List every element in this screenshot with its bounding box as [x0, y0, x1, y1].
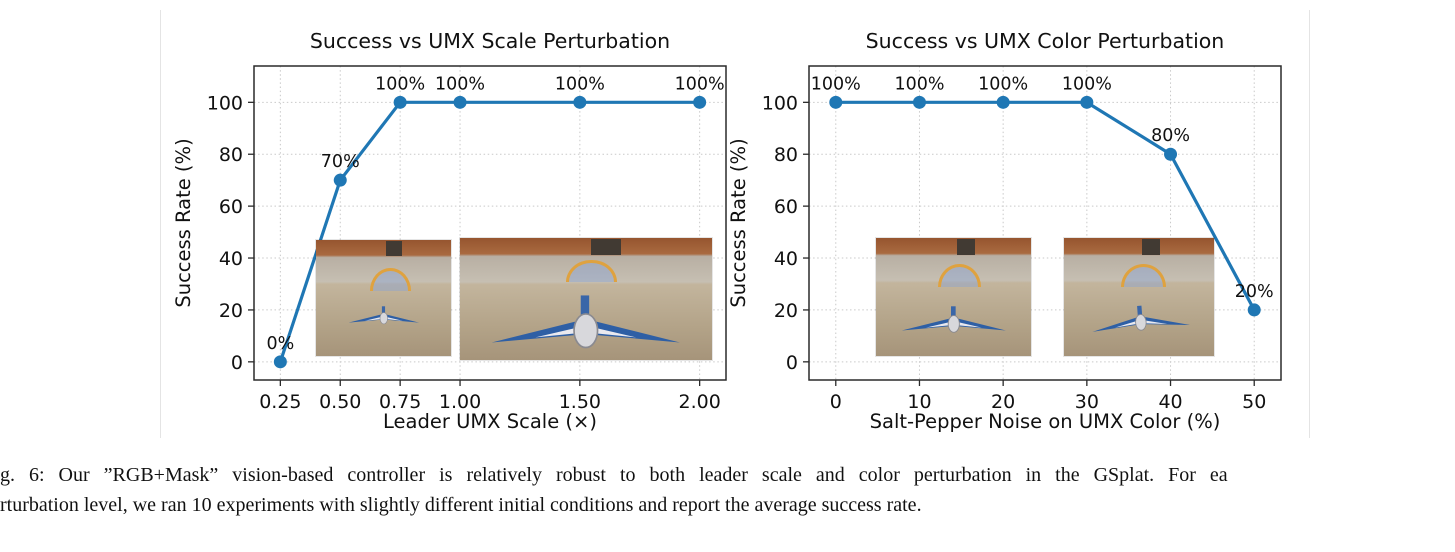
doorway — [386, 241, 403, 257]
data-point-label: 100% — [675, 74, 725, 94]
data-point-label: 80% — [1151, 126, 1190, 146]
inset-photo-color-2 — [1064, 238, 1214, 356]
y-tick-label: 80 — [219, 144, 243, 166]
figure-panel: 0.25 0.50 0.75 1.00 1.50 2.00 0 20 40 60 80 100 0% 70… — [160, 10, 1310, 438]
inset-photo-scale-small — [316, 240, 451, 356]
x-tick-label: 40 — [1158, 391, 1182, 413]
data-point-label: 100% — [811, 74, 861, 94]
drone-plane — [491, 295, 681, 349]
x-tick-label: 0.75 — [379, 391, 421, 413]
chart-title: Success vs UMX Scale Perturbation — [310, 29, 670, 53]
inset-photo-scale-large — [460, 238, 712, 360]
data-line — [835, 100, 1256, 311]
orange-dome-marker — [938, 263, 982, 287]
data-point-label: 100% — [1062, 74, 1112, 94]
x-axis-label: Leader UMX Scale (×) — [383, 410, 597, 433]
x-tick-label: 1.50 — [559, 391, 601, 413]
x-tick-label: 1.00 — [439, 391, 481, 413]
data-line — [278, 100, 700, 363]
y-axis-label: Success Rate (%) — [727, 138, 750, 307]
scale-perturbation-chart: 0.25 0.50 0.75 1.00 1.50 2.00 0 20 40 60 80 100 0% 70… — [166, 18, 738, 438]
data-point-label: 100% — [894, 74, 944, 94]
x-axis-label: Salt-Pepper Noise on UMX Color (%) — [870, 410, 1221, 433]
data-point-label: 20% — [1235, 282, 1274, 302]
data-point-marker — [693, 95, 707, 109]
data-point-marker — [393, 95, 407, 109]
y-tick-label: 40 — [774, 248, 798, 270]
chart-canvas-left: 0.25 0.50 0.75 1.00 1.50 2.00 0 20 40 60 80 100 0% 70… — [172, 29, 727, 433]
data-point-marker — [1080, 95, 1094, 109]
y-tick-label: 0 — [786, 352, 798, 374]
data-point-marker — [829, 95, 843, 109]
figure-caption: g. 6: Our ”RGB+Mask” vision-based contro… — [0, 460, 1455, 520]
data-point-marker — [573, 95, 587, 109]
data-point-label: 100% — [435, 74, 485, 94]
x-tick-label: 10 — [907, 391, 931, 413]
doorway — [956, 239, 976, 255]
chart-title: Success vs UMX Color Perturbation — [866, 29, 1225, 53]
y-tick-label: 20 — [774, 300, 798, 322]
y-tick-label: 100 — [762, 92, 798, 114]
x-tick-label: 2.00 — [678, 391, 720, 413]
data-point-marker — [996, 95, 1010, 109]
y-tick-label: 80 — [774, 144, 798, 166]
drone-plane — [1092, 305, 1191, 332]
data-point-marker — [453, 95, 467, 109]
axes-frame — [253, 65, 727, 381]
figure-caption-line2: rturbation level, we ran 10 experiments … — [0, 494, 922, 516]
orange-dome-marker — [370, 267, 412, 291]
data-point-label: 100% — [978, 74, 1028, 94]
data-point-label: 0% — [266, 334, 294, 354]
drone-plane — [901, 306, 1006, 333]
y-axis-label: Success Rate (%) — [172, 138, 195, 307]
color-perturbation-chart: 0 10 20 30 40 50 0 20 40 60 80 100 100% 100% 100% 100% 8… — [721, 18, 1293, 438]
x-tick-label: 20 — [991, 391, 1015, 413]
y-tick-label: 40 — [219, 248, 243, 270]
x-tick-label: 0.50 — [319, 391, 361, 413]
doorway — [1142, 239, 1160, 255]
inset-photo-color-1 — [876, 238, 1031, 356]
x-tick-label: 30 — [1075, 391, 1099, 413]
y-tick-label: 60 — [219, 196, 243, 218]
doorway — [591, 239, 622, 256]
x-tick-label: 50 — [1242, 391, 1266, 413]
data-point-marker — [273, 355, 287, 369]
data-point-marker — [912, 95, 926, 109]
data-point-marker — [1164, 147, 1178, 161]
orange-dome-marker — [1121, 263, 1166, 287]
data-point-label: 100% — [555, 74, 605, 94]
data-point-marker — [333, 173, 347, 187]
data-point-marker — [1247, 303, 1261, 317]
data-point-label: 70% — [321, 152, 360, 172]
y-tick-label: 100 — [207, 92, 243, 114]
x-tick-label: 0.25 — [259, 391, 301, 413]
x-tick-label: 0 — [830, 391, 842, 413]
y-tick-label: 60 — [774, 196, 798, 218]
chart-canvas-right: 0 10 20 30 40 50 0 20 40 60 80 100 100% 100% 100% 100% 8… — [727, 29, 1282, 433]
figure-caption-line1: g. 6: Our ”RGB+Mask” vision-based contro… — [0, 464, 1228, 486]
data-point-label: 100% — [375, 74, 425, 94]
drone-plane — [348, 306, 419, 325]
axes-frame — [808, 65, 1282, 381]
y-tick-label: 0 — [231, 352, 243, 374]
orange-dome-marker — [565, 259, 618, 283]
y-tick-label: 20 — [219, 300, 243, 322]
